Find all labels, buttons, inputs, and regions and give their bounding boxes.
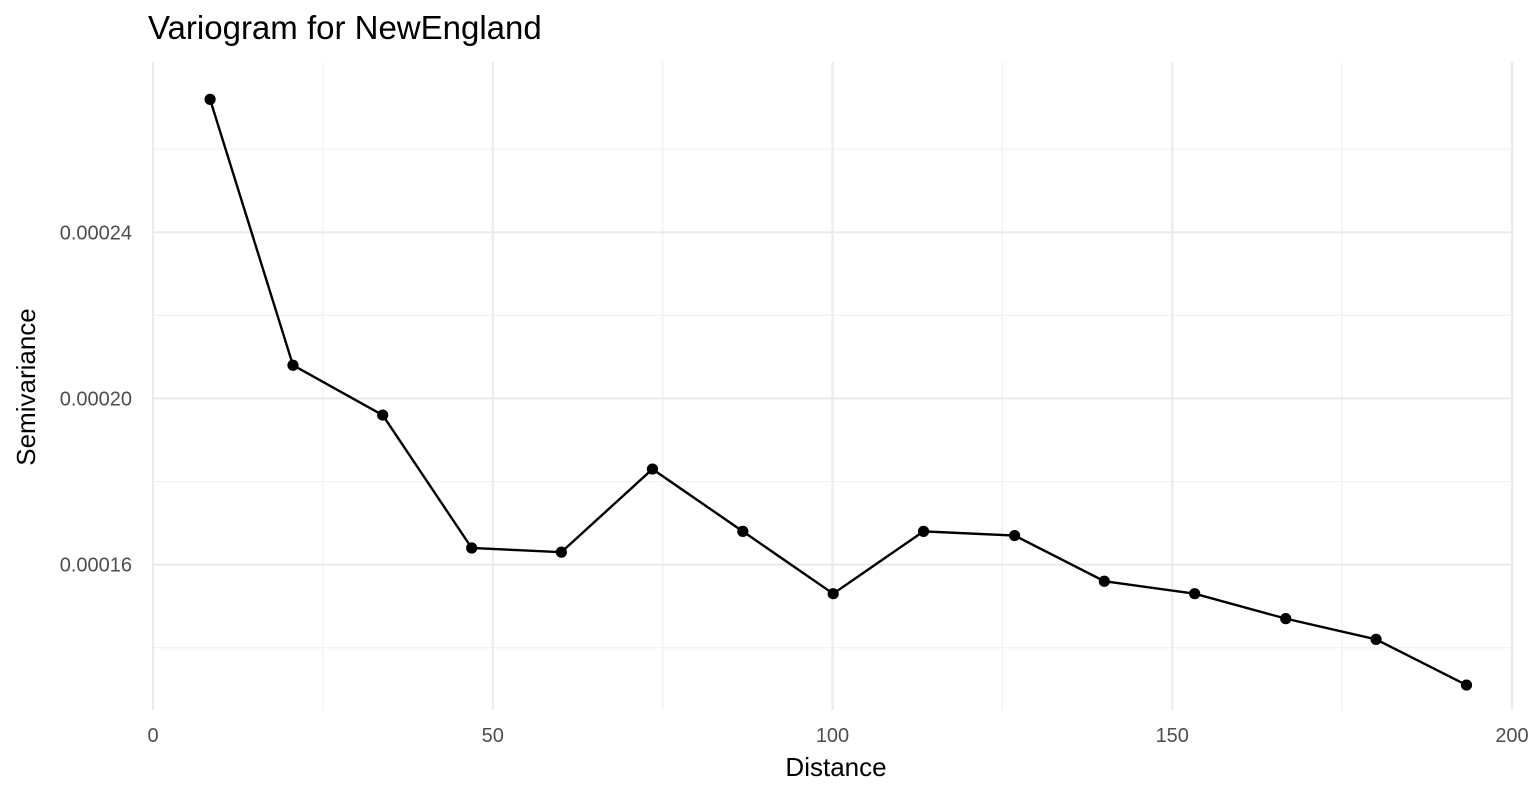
y-tick-label: 0.00016 — [60, 555, 132, 577]
data-point — [555, 546, 567, 558]
y-tick-label: 0.00020 — [60, 388, 132, 410]
data-point — [1098, 575, 1110, 587]
y-tick-label: 0.00024 — [60, 222, 132, 244]
chart-title: Variogram for NewEngland — [148, 9, 542, 46]
x-tick-label: 150 — [1156, 725, 1189, 747]
data-point — [1370, 633, 1382, 645]
data-point — [204, 93, 216, 105]
tick-labels: 0 50 100 150 200 0.00016 0.00020 0.00024 — [60, 222, 1529, 747]
x-tick-label: 100 — [816, 725, 849, 747]
data-point — [287, 359, 299, 371]
grid — [151, 62, 1514, 710]
data-point — [1460, 679, 1473, 691]
data-point — [1280, 613, 1292, 625]
x-tick-label: 50 — [482, 725, 504, 747]
y-axis-title: Semivariance — [11, 308, 41, 466]
data-point — [466, 542, 478, 554]
x-tick-label: 200 — [1495, 725, 1528, 747]
x-tick-label: 0 — [147, 725, 158, 747]
data-point — [1009, 529, 1021, 542]
series-line — [208, 99, 1468, 687]
series — [204, 93, 1473, 691]
data-point — [646, 463, 659, 475]
data-point — [1189, 588, 1201, 600]
data-point — [917, 525, 930, 537]
data-point — [377, 409, 389, 421]
data-point — [827, 588, 839, 600]
x-axis-title: Distance — [785, 752, 886, 782]
data-point — [737, 525, 749, 537]
